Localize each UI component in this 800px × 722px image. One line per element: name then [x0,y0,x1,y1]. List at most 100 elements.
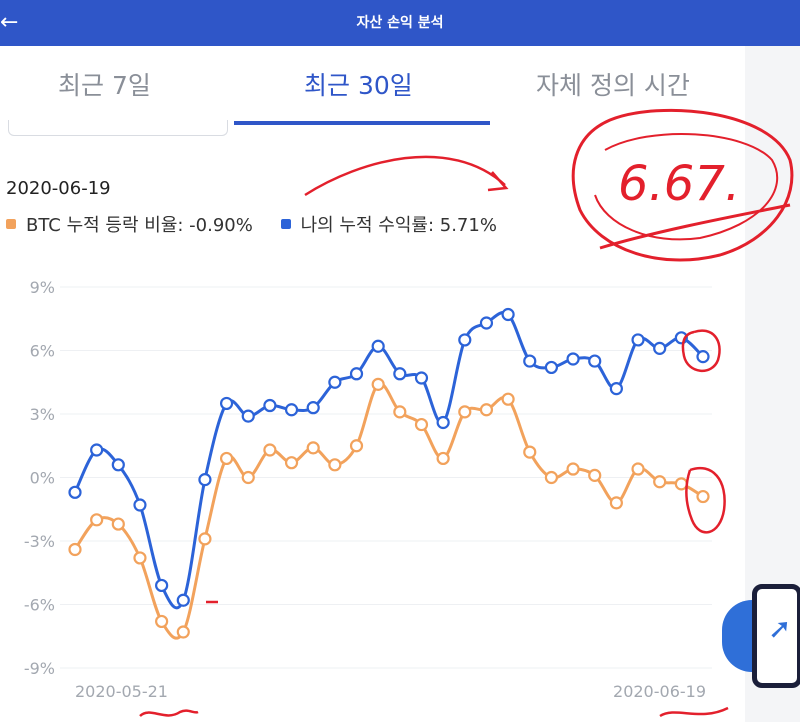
data-point-btc [653,475,667,489]
data-point-btc [90,513,104,527]
period-tabs: 최근 7일 최근 30일 자체 정의 시간 [0,46,745,130]
data-point-mine [90,443,104,457]
y-tick-label: 0% [30,469,55,488]
data-point-btc [414,417,429,432]
annotation-wave-left [139,709,199,718]
share-arrow-icon: ➚ [768,612,792,645]
y-tick-label: -6% [24,596,55,615]
annotation-circle-big [571,108,794,262]
data-point-mine [458,333,472,347]
y-tick-label: -3% [24,532,55,551]
y-tick-label: -9% [24,659,55,678]
phone-icon [752,584,800,688]
annotation-small-circle-2 [685,467,726,534]
data-point-mine [436,415,450,430]
data-point-btc [306,441,320,455]
chart-legend: BTC 누적 등락 비율: -0.90% 나의 누적 수익률: 5.71% [6,211,519,237]
chart-lines [73,311,705,640]
data-point-btc [631,462,645,476]
tab-last-7-days[interactable]: 최근 7일 [58,71,151,100]
data-point-mine [523,354,537,368]
data-point-btc [328,458,342,472]
data-point-mine [155,578,169,593]
y-tick-label: 3% [30,405,55,424]
data-point-btc [436,451,450,466]
data-point-btc [501,392,515,406]
back-arrow-icon[interactable]: ← [0,10,19,35]
data-point-btc [393,405,407,419]
data-point-btc [479,403,494,417]
annotation-circle-inner [594,132,779,241]
data-point-mine [479,316,494,330]
annotation-arrow-curve [304,155,506,197]
data-point-btc [674,477,688,491]
annotation-underline [599,203,791,250]
data-point-mine [371,339,385,353]
data-point-btc [133,551,147,565]
data-point-mine [219,396,234,411]
data-point-btc [263,443,277,457]
tab-last-30-days[interactable]: 최근 30일 [304,71,413,100]
data-point-mine [198,473,212,487]
data-point-btc [523,445,537,459]
data-point-btc [198,532,212,546]
data-point-btc [219,451,234,466]
data-point-btc [544,470,559,485]
data-point-btc [609,496,623,510]
panel-edge [8,120,228,136]
data-point-mine [68,485,82,499]
data-point-btc [458,405,472,419]
series-line-mine [73,311,705,610]
app-header: ← 자산 손익 분석 [0,0,800,46]
y-tick-label: 9% [30,278,55,297]
data-point-btc [696,489,710,504]
y-axis-ticks: 9% 6% 3% 0% -3% -6% -9% [24,278,55,678]
btc-swatch [6,219,16,229]
annotation-small-circle-1 [681,329,721,372]
data-point-btc [566,462,580,476]
chart-grid [60,286,712,669]
data-point-mine [306,401,320,415]
data-point-mine [566,352,580,366]
legend-mine-label: 나의 누적 수익률: 5.71% [300,215,497,236]
mine-swatch [280,219,291,229]
data-point-mine [653,341,667,355]
annotation-arrow-head [487,171,509,192]
data-point-btc [371,377,385,391]
tooltip-date: 2020-06-19 [6,178,111,199]
data-point-mine [393,367,407,381]
data-point-mine [111,458,125,472]
data-point-mine [631,333,645,347]
legend-mine: 나의 누적 수익률: 5.71% [280,211,497,237]
data-point-mine [696,350,710,364]
annotation-wave-right [659,706,729,718]
data-point-mine [133,498,147,512]
data-point-mine [414,371,429,385]
tab-custom-period[interactable]: 자체 정의 시간 [536,71,690,100]
data-point-mine [263,398,277,413]
data-point-btc [284,456,299,470]
data-point-btc [349,439,364,453]
data-point-btc [588,468,602,482]
data-point-mine [501,307,515,322]
data-point-mine [284,403,299,417]
y-tick-label: 6% [30,342,55,361]
data-point-btc [111,517,125,531]
active-tab-indicator [234,121,490,125]
x-tick-label: 2020-06-19 [613,682,706,701]
data-point-mine [349,367,364,381]
data-point-mine [544,360,559,375]
legend-btc-label: BTC 누적 등락 비율: -0.90% [26,215,253,236]
data-point-btc [241,470,255,485]
data-point-mine [609,382,623,396]
hand-annotations: 6.67. [139,108,794,718]
data-point-mine [588,354,602,368]
data-point-btc [176,625,190,639]
data-point-mine [241,409,255,423]
data-point-mine [328,375,342,389]
data-point-btc [155,614,169,629]
x-tick-label: 2020-05-21 [75,682,168,701]
annotation-scribble: 6.67. [618,156,740,212]
page-title: 자산 손익 분석 [356,15,444,31]
